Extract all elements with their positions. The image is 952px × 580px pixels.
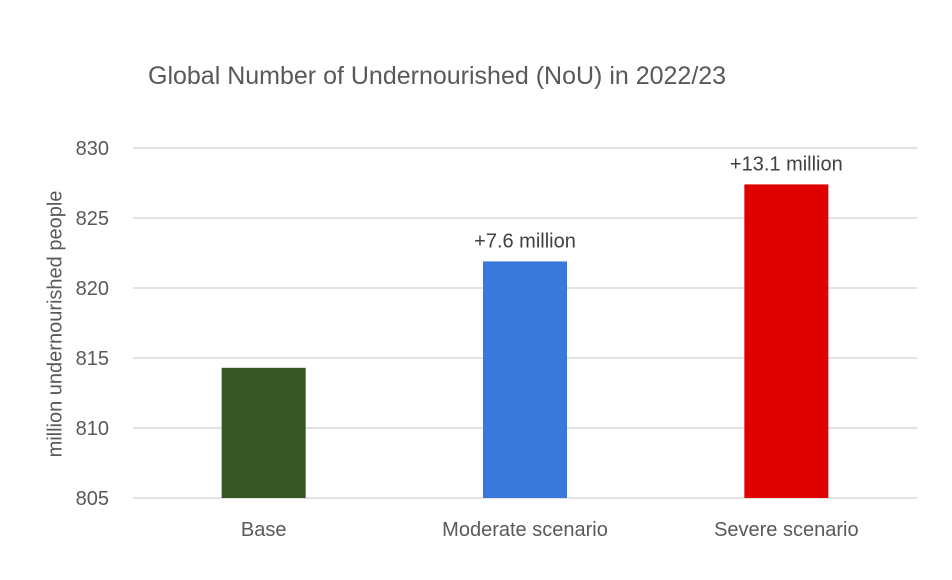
bar-2 xyxy=(483,261,567,498)
y-tick-label: 820 xyxy=(76,278,109,300)
y-tick-labels: 805 810 815 820 825 830 xyxy=(76,138,109,510)
bar-1 xyxy=(221,367,306,498)
x-tick-label: Severe scenario xyxy=(714,519,859,541)
y-tick-label: 805 xyxy=(76,488,109,510)
bar-3 xyxy=(744,184,829,498)
y-tick-label: 830 xyxy=(76,138,109,160)
data-labels: +7.6 million +13.1 million xyxy=(474,153,843,252)
x-tick-label: Base xyxy=(241,519,287,541)
chart-title: Global Number of Undernourished (NoU) in… xyxy=(148,62,727,90)
y-tick-label: 810 xyxy=(76,418,109,440)
data-label-2: +7.6 million xyxy=(474,230,576,252)
y-tick-label: 815 xyxy=(76,348,109,370)
x-tick-label: Moderate scenario xyxy=(442,519,608,541)
bars xyxy=(221,184,829,498)
y-tick-label: 825 xyxy=(76,208,109,230)
x-tick-labels: Base Moderate scenario Severe scenario xyxy=(241,519,859,541)
data-label-3: +13.1 million xyxy=(730,153,843,175)
